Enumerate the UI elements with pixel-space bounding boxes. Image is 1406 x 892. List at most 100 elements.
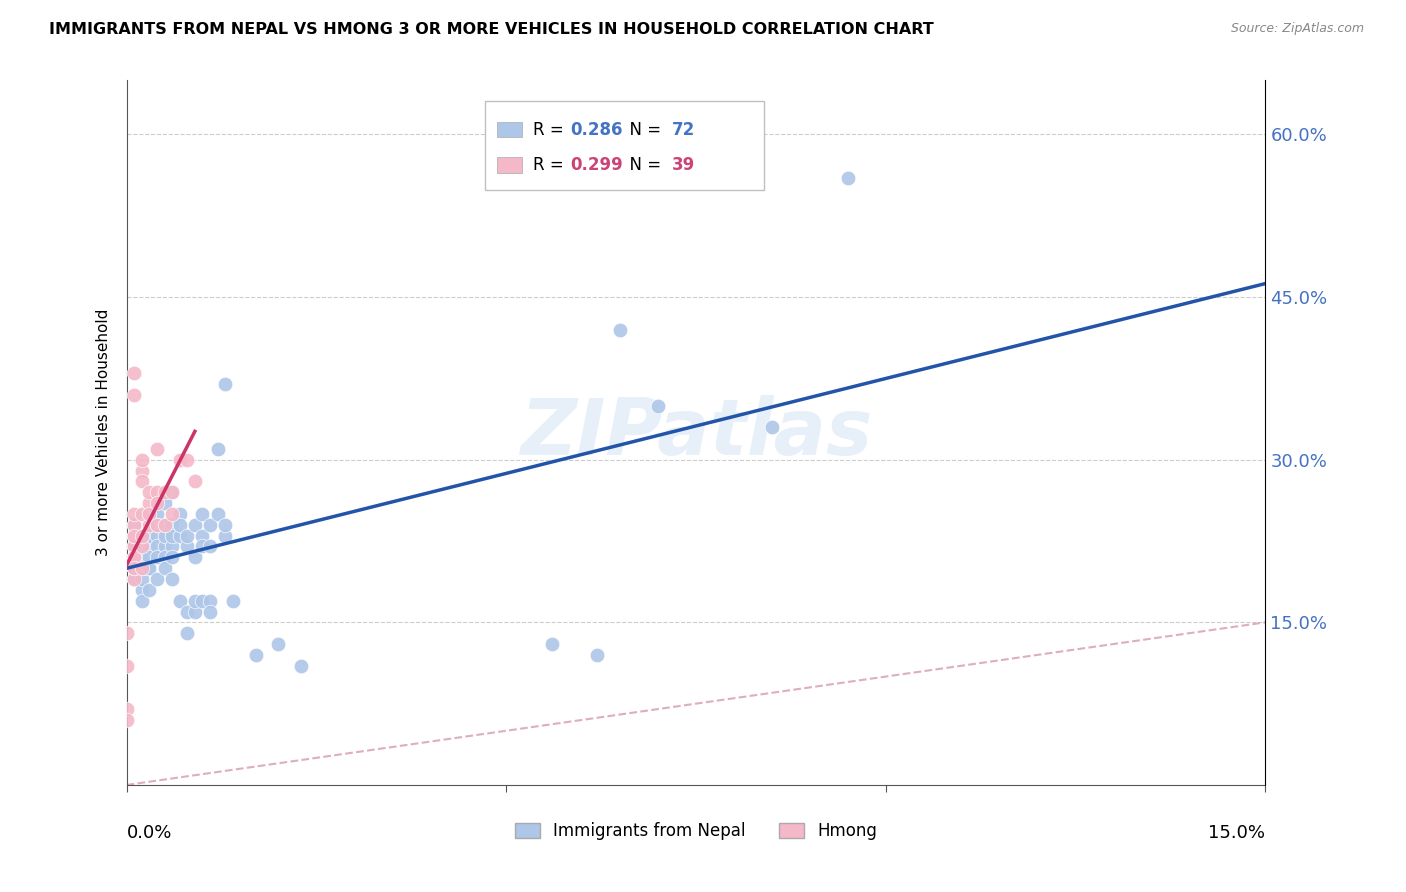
- Point: [122, 517, 145, 532]
- Point: [138, 496, 160, 510]
- Point: [176, 540, 198, 554]
- Point: [131, 550, 153, 565]
- Point: [609, 323, 631, 337]
- Point: [131, 464, 153, 478]
- Point: [138, 485, 160, 500]
- Point: [131, 475, 153, 489]
- Point: [146, 572, 169, 586]
- Point: [138, 507, 160, 521]
- Point: [122, 528, 145, 542]
- Point: [245, 648, 267, 662]
- Text: 39: 39: [672, 156, 696, 174]
- FancyBboxPatch shape: [485, 102, 765, 189]
- Point: [207, 442, 229, 456]
- Point: [138, 550, 160, 565]
- Point: [146, 517, 169, 532]
- Point: [176, 452, 198, 467]
- Point: [131, 507, 153, 521]
- Point: [131, 572, 153, 586]
- Text: Source: ZipAtlas.com: Source: ZipAtlas.com: [1230, 22, 1364, 36]
- Point: [191, 528, 214, 542]
- Y-axis label: 3 or more Vehicles in Household: 3 or more Vehicles in Household: [96, 309, 111, 557]
- Point: [122, 387, 145, 401]
- Point: [131, 550, 153, 565]
- Point: [153, 517, 176, 532]
- Point: [122, 528, 145, 542]
- Point: [146, 540, 169, 554]
- Point: [198, 593, 221, 607]
- Point: [214, 517, 236, 532]
- Point: [122, 561, 145, 575]
- Point: [169, 452, 191, 467]
- Point: [138, 582, 160, 597]
- Point: [184, 517, 207, 532]
- Point: [153, 550, 176, 565]
- Point: [153, 540, 176, 554]
- Point: [146, 442, 169, 456]
- Point: [184, 550, 207, 565]
- Point: [184, 593, 207, 607]
- Point: [214, 528, 236, 542]
- Point: [837, 170, 859, 185]
- Point: [191, 593, 214, 607]
- Point: [176, 528, 198, 542]
- Point: [153, 496, 176, 510]
- Point: [122, 550, 145, 565]
- Point: [586, 648, 609, 662]
- Point: [160, 485, 183, 500]
- Point: [191, 540, 214, 554]
- Text: R =: R =: [533, 156, 569, 174]
- Point: [115, 713, 138, 727]
- Point: [160, 485, 183, 500]
- Text: N =: N =: [619, 156, 666, 174]
- Point: [122, 507, 145, 521]
- Text: 72: 72: [672, 120, 696, 138]
- Point: [160, 550, 183, 565]
- Point: [184, 475, 207, 489]
- Point: [198, 605, 221, 619]
- Text: 15.0%: 15.0%: [1208, 823, 1265, 842]
- Point: [138, 561, 160, 575]
- Point: [160, 540, 183, 554]
- Point: [122, 550, 145, 565]
- Point: [290, 658, 312, 673]
- Point: [146, 485, 169, 500]
- Point: [647, 399, 669, 413]
- Point: [122, 572, 145, 586]
- Point: [122, 561, 145, 575]
- Point: [176, 626, 198, 640]
- Text: 0.286: 0.286: [571, 120, 623, 138]
- Point: [131, 540, 153, 554]
- Point: [184, 605, 207, 619]
- Point: [131, 528, 153, 542]
- Point: [122, 540, 145, 554]
- Point: [214, 376, 236, 391]
- Point: [191, 507, 214, 521]
- Text: 0.0%: 0.0%: [127, 823, 172, 842]
- Point: [115, 702, 138, 716]
- Point: [131, 561, 153, 575]
- Point: [138, 561, 160, 575]
- Point: [146, 496, 169, 510]
- Point: [160, 528, 183, 542]
- Point: [169, 517, 191, 532]
- Point: [153, 561, 176, 575]
- Point: [198, 517, 221, 532]
- Point: [169, 528, 191, 542]
- Point: [122, 540, 145, 554]
- Point: [761, 420, 783, 434]
- Point: [131, 540, 153, 554]
- Point: [131, 582, 153, 597]
- Point: [153, 528, 176, 542]
- Text: N =: N =: [619, 120, 666, 138]
- Point: [146, 507, 169, 521]
- Point: [122, 561, 145, 575]
- Text: IMMIGRANTS FROM NEPAL VS HMONG 3 OR MORE VEHICLES IN HOUSEHOLD CORRELATION CHART: IMMIGRANTS FROM NEPAL VS HMONG 3 OR MORE…: [49, 22, 934, 37]
- Point: [153, 485, 176, 500]
- Point: [138, 517, 160, 532]
- Point: [146, 517, 169, 532]
- Point: [122, 366, 145, 380]
- Point: [138, 528, 160, 542]
- Text: 0.299: 0.299: [571, 156, 623, 174]
- Point: [169, 507, 191, 521]
